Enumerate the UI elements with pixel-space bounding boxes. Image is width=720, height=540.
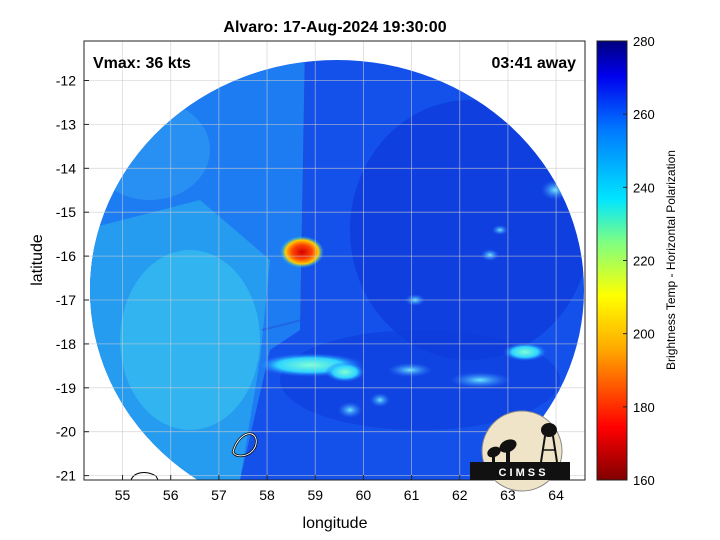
y-tick-label: -12 — [56, 73, 76, 89]
vmax-annotation: Vmax: 36 kts — [93, 55, 191, 72]
colorbar-ticks: 160 180 200 220 240 260 280 — [623, 34, 655, 488]
x-tick-label: 60 — [356, 487, 372, 503]
y-tick-label: -14 — [56, 160, 76, 176]
colorbar-tick-label: 280 — [633, 34, 655, 49]
x-tick-label: 64 — [548, 487, 564, 503]
x-tick-label: 57 — [211, 487, 227, 503]
colorbar — [596, 40, 628, 481]
x-tick-label: 63 — [500, 487, 516, 503]
away-annotation: 03:41 away — [491, 55, 576, 72]
swath-image — [90, 60, 584, 480]
colorbar-tick-label: 160 — [633, 473, 655, 488]
grid-lines — [84, 41, 585, 480]
y-tick-label: -19 — [56, 380, 76, 396]
x-tick-label: 58 — [259, 487, 275, 503]
logo-text: C I M S S — [498, 467, 545, 479]
colorbar-tick-label: 260 — [633, 107, 655, 122]
y-tick-label: -20 — [56, 424, 76, 440]
colorbar-tick-label: 240 — [633, 180, 655, 195]
y-axis-ticks: -12 -13 -14 -15 -16 -17 -18 -19 -20 -21 — [56, 73, 89, 484]
y-tick-label: -21 — [56, 468, 76, 484]
y-tick-label: -17 — [56, 292, 76, 308]
colorbar-tick-label: 200 — [633, 327, 655, 342]
x-tick-label: 62 — [452, 487, 468, 503]
colorbar-tick-label: 180 — [633, 400, 655, 415]
x-tick-label: 59 — [307, 487, 323, 503]
y-tick-label: -18 — [56, 336, 76, 352]
x-tick-label: 61 — [404, 487, 420, 503]
island-outline-inner — [232, 433, 257, 457]
cimss-logo: C I M S S — [470, 410, 570, 492]
axes-box — [83, 40, 586, 481]
colorbar-label: Brightness Temp - Horizontal Polarizatio… — [664, 150, 678, 370]
y-tick-label: -13 — [56, 116, 76, 132]
x-axis-ticks: 55 56 57 58 59 60 61 62 63 64 — [115, 475, 564, 503]
y-tick-label: -16 — [56, 248, 76, 264]
colorbar-tick-label: 220 — [633, 254, 655, 269]
chart-title: Alvaro: 17-Aug-2024 19:30:00 — [223, 19, 446, 36]
x-axis-label: longitude — [303, 515, 368, 532]
x-tick-label: 55 — [115, 487, 131, 503]
x-tick-label: 56 — [163, 487, 179, 503]
y-tick-label: -15 — [56, 204, 76, 220]
y-axis-label: latitude — [29, 234, 46, 286]
